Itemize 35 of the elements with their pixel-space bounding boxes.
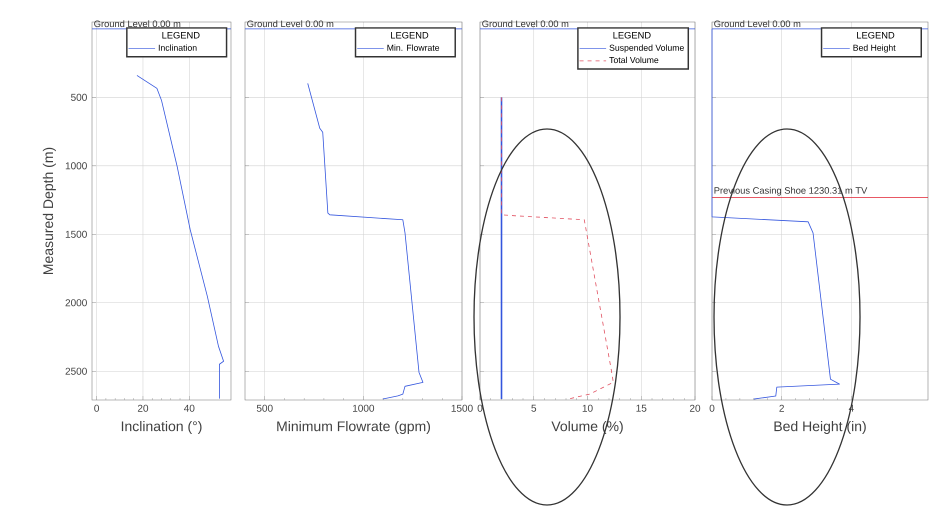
legend-label: Bed Height <box>853 44 896 53</box>
legend-label: Suspended Volume <box>610 44 684 53</box>
x-tick-label: 40 <box>184 404 194 412</box>
y-tick-label: 1500 <box>66 230 87 238</box>
x-axis-title: Bed Height (in) <box>774 420 866 434</box>
x-tick-label: 0 <box>710 404 714 412</box>
y-axis-title: Measured Depth (m) <box>42 148 56 274</box>
legend-title: LEGEND <box>391 32 428 39</box>
x-tick-label: 5 <box>531 404 536 412</box>
x-axis-title: Inclination (°) <box>122 420 202 434</box>
ref-line-label: Ground Level 0.00 m <box>482 20 568 28</box>
ref-line-label: Ground Level 0.00 m <box>94 20 180 28</box>
x-tick-label: 1000 <box>353 404 374 412</box>
y-tick-label: 2500 <box>66 368 87 375</box>
y-tick-label: 1000 <box>66 162 87 170</box>
legend-title: LEGEND <box>162 32 200 39</box>
x-tick-label: 10 <box>582 404 593 412</box>
y-tick-label: 2000 <box>66 299 87 306</box>
y-tick-label: 500 <box>71 94 87 101</box>
ref-line-label: Ground Level 0.00 m <box>714 20 800 28</box>
legend-title: LEGEND <box>613 32 651 39</box>
x-tick-label: 20 <box>690 404 700 412</box>
x-tick-label: 1500 <box>452 404 473 412</box>
x-tick-label: 500 <box>256 404 273 412</box>
x-axis-title: Minimum Flowrate (gpm) <box>277 420 430 434</box>
legend-label: Min. Flowrate <box>387 44 440 51</box>
legend-label: Total Volume <box>609 56 658 64</box>
legend-title: LEGEND <box>857 32 894 39</box>
x-tick-label: 0 <box>478 404 482 412</box>
x-tick-label: 20 <box>138 404 148 412</box>
x-tick-label: 15 <box>636 404 646 412</box>
ref-line-label: Ground Level 0.00 m <box>247 20 334 28</box>
x-tick-label: 2 <box>779 404 784 412</box>
legend-label: Inclination <box>158 44 197 51</box>
x-tick-label: 0 <box>94 404 100 412</box>
